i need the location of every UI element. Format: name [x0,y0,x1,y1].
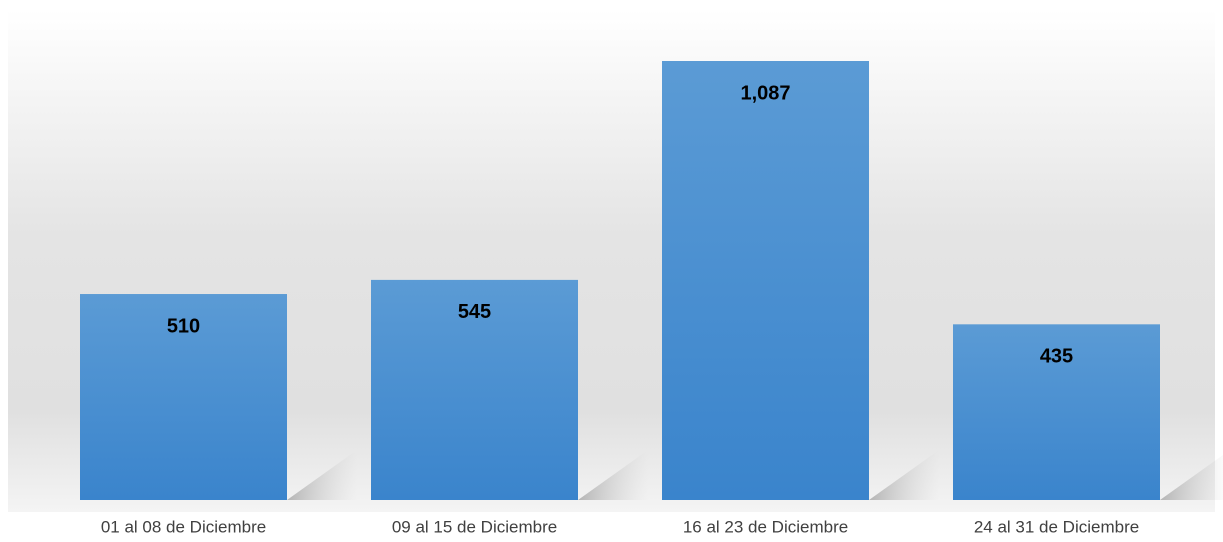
data-label: 510 [167,315,200,337]
bar [953,324,1160,500]
bar-shadow [1160,455,1223,500]
bar [662,61,869,500]
data-label: 435 [1040,346,1073,368]
bar [371,279,578,500]
bar [80,294,287,500]
data-label: 1,087 [740,82,790,104]
x-tick-label: 09 al 15 de Diciembre [392,517,557,536]
x-tick-label: 16 al 23 de Diciembre [683,517,848,536]
x-tick-label: 24 al 31 de Diciembre [974,517,1139,536]
bar-shadow [287,450,357,500]
bar-shadow [869,450,939,500]
x-tick-label: 01 al 08 de Diciembre [101,517,266,536]
data-label: 545 [458,301,491,323]
bar-shadow [578,450,648,500]
